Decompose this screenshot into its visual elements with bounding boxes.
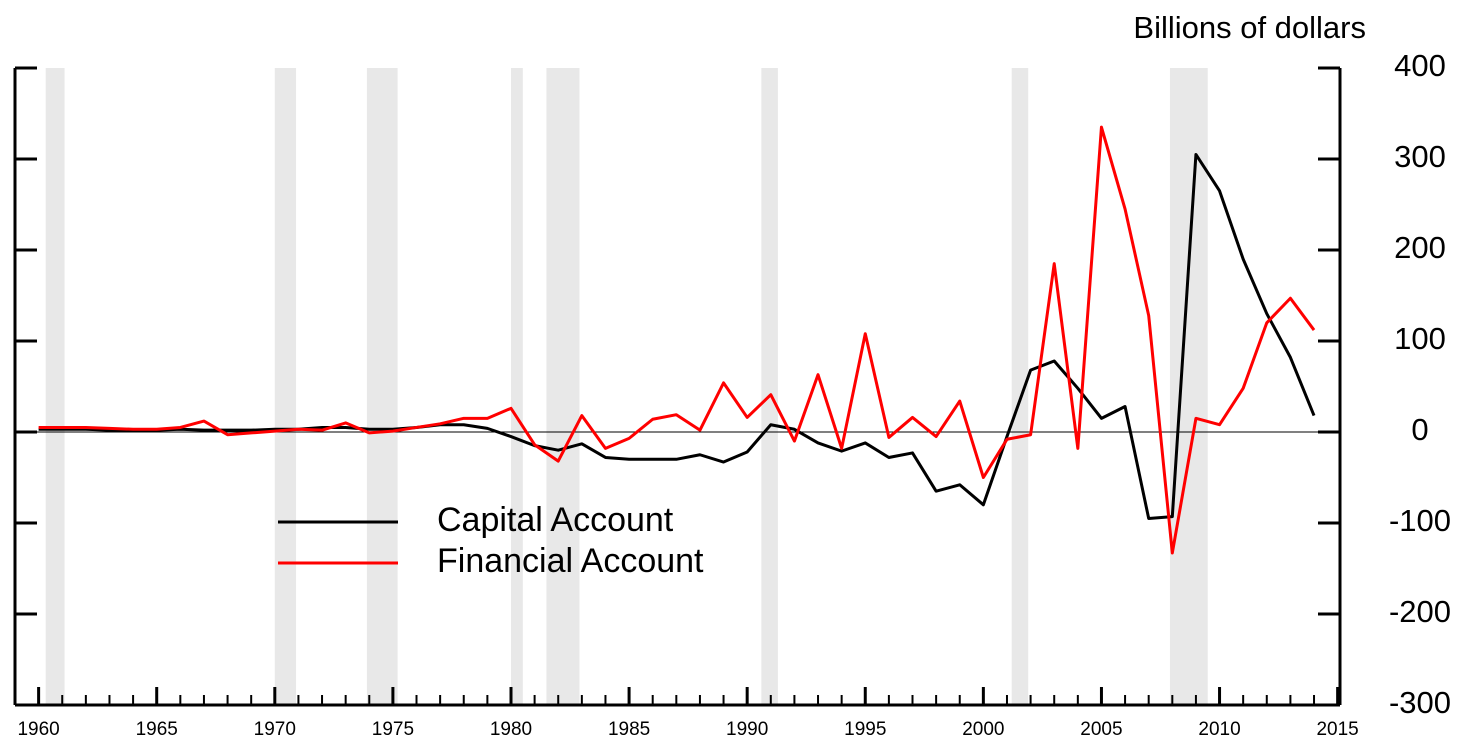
x-tick-label: 1965: [136, 719, 178, 740]
x-tick-label: 1975: [372, 719, 414, 740]
y-tick-label: -300: [1389, 685, 1451, 720]
y-tick-label: -200: [1389, 594, 1451, 629]
series-line: [38, 152, 1316, 520]
y-tick-label: 400: [1394, 48, 1446, 83]
x-tick-label: 1960: [17, 719, 59, 740]
y-tick-label: 0: [1411, 412, 1428, 447]
recession-shade: [1011, 68, 1029, 705]
recession-shade: [45, 68, 65, 705]
recession-shade: [1169, 68, 1208, 705]
recession-shade: [546, 68, 580, 705]
recession-shade: [274, 68, 297, 705]
legend-label: Financial Account: [437, 542, 704, 580]
x-tick-label: 1970: [254, 719, 296, 740]
x-tick-label: 1995: [844, 719, 886, 740]
y-tick-label: 200: [1394, 230, 1446, 265]
series-line: [38, 125, 1316, 555]
x-tick-label: 2000: [962, 719, 1004, 740]
recession-shade: [761, 68, 778, 705]
x-tick-label: 1980: [490, 719, 532, 740]
x-tick-label: 1990: [726, 719, 768, 740]
axis-label: Billions of dollars: [1133, 10, 1366, 45]
legend-label: Capital Account: [437, 501, 674, 539]
recession-shade: [510, 68, 523, 705]
x-tick-label: 2005: [1080, 719, 1122, 740]
y-tick-label: 300: [1394, 139, 1446, 174]
x-tick-label: 2015: [1316, 719, 1358, 740]
recession-shade: [366, 68, 398, 705]
x-tick-label: 1985: [608, 719, 650, 740]
y-tick-label: -100: [1389, 503, 1451, 538]
y-tick-label: 100: [1394, 321, 1446, 356]
x-tick-label: 2010: [1198, 719, 1240, 740]
